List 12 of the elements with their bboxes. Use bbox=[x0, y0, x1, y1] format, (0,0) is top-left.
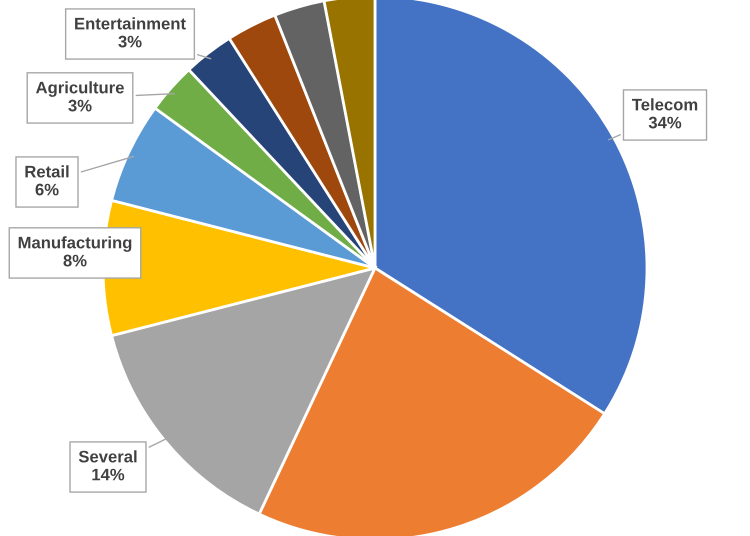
data-label: 3% bbox=[68, 100, 92, 112]
data-label: 8% bbox=[63, 254, 87, 266]
slice-label: Manufacturing bbox=[18, 236, 132, 252]
slice-label: Several bbox=[78, 450, 136, 462]
slice-label: Telecom bbox=[632, 98, 698, 110]
slice-label: Entertainment bbox=[75, 17, 186, 30]
data-label: 6% bbox=[36, 184, 59, 196]
data-label: 3% bbox=[118, 36, 142, 48]
slice-label: Retail bbox=[25, 165, 69, 178]
slice-label: Agriculture bbox=[36, 81, 124, 97]
data-label: 14% bbox=[92, 468, 124, 480]
data-label: 34% bbox=[648, 116, 682, 128]
